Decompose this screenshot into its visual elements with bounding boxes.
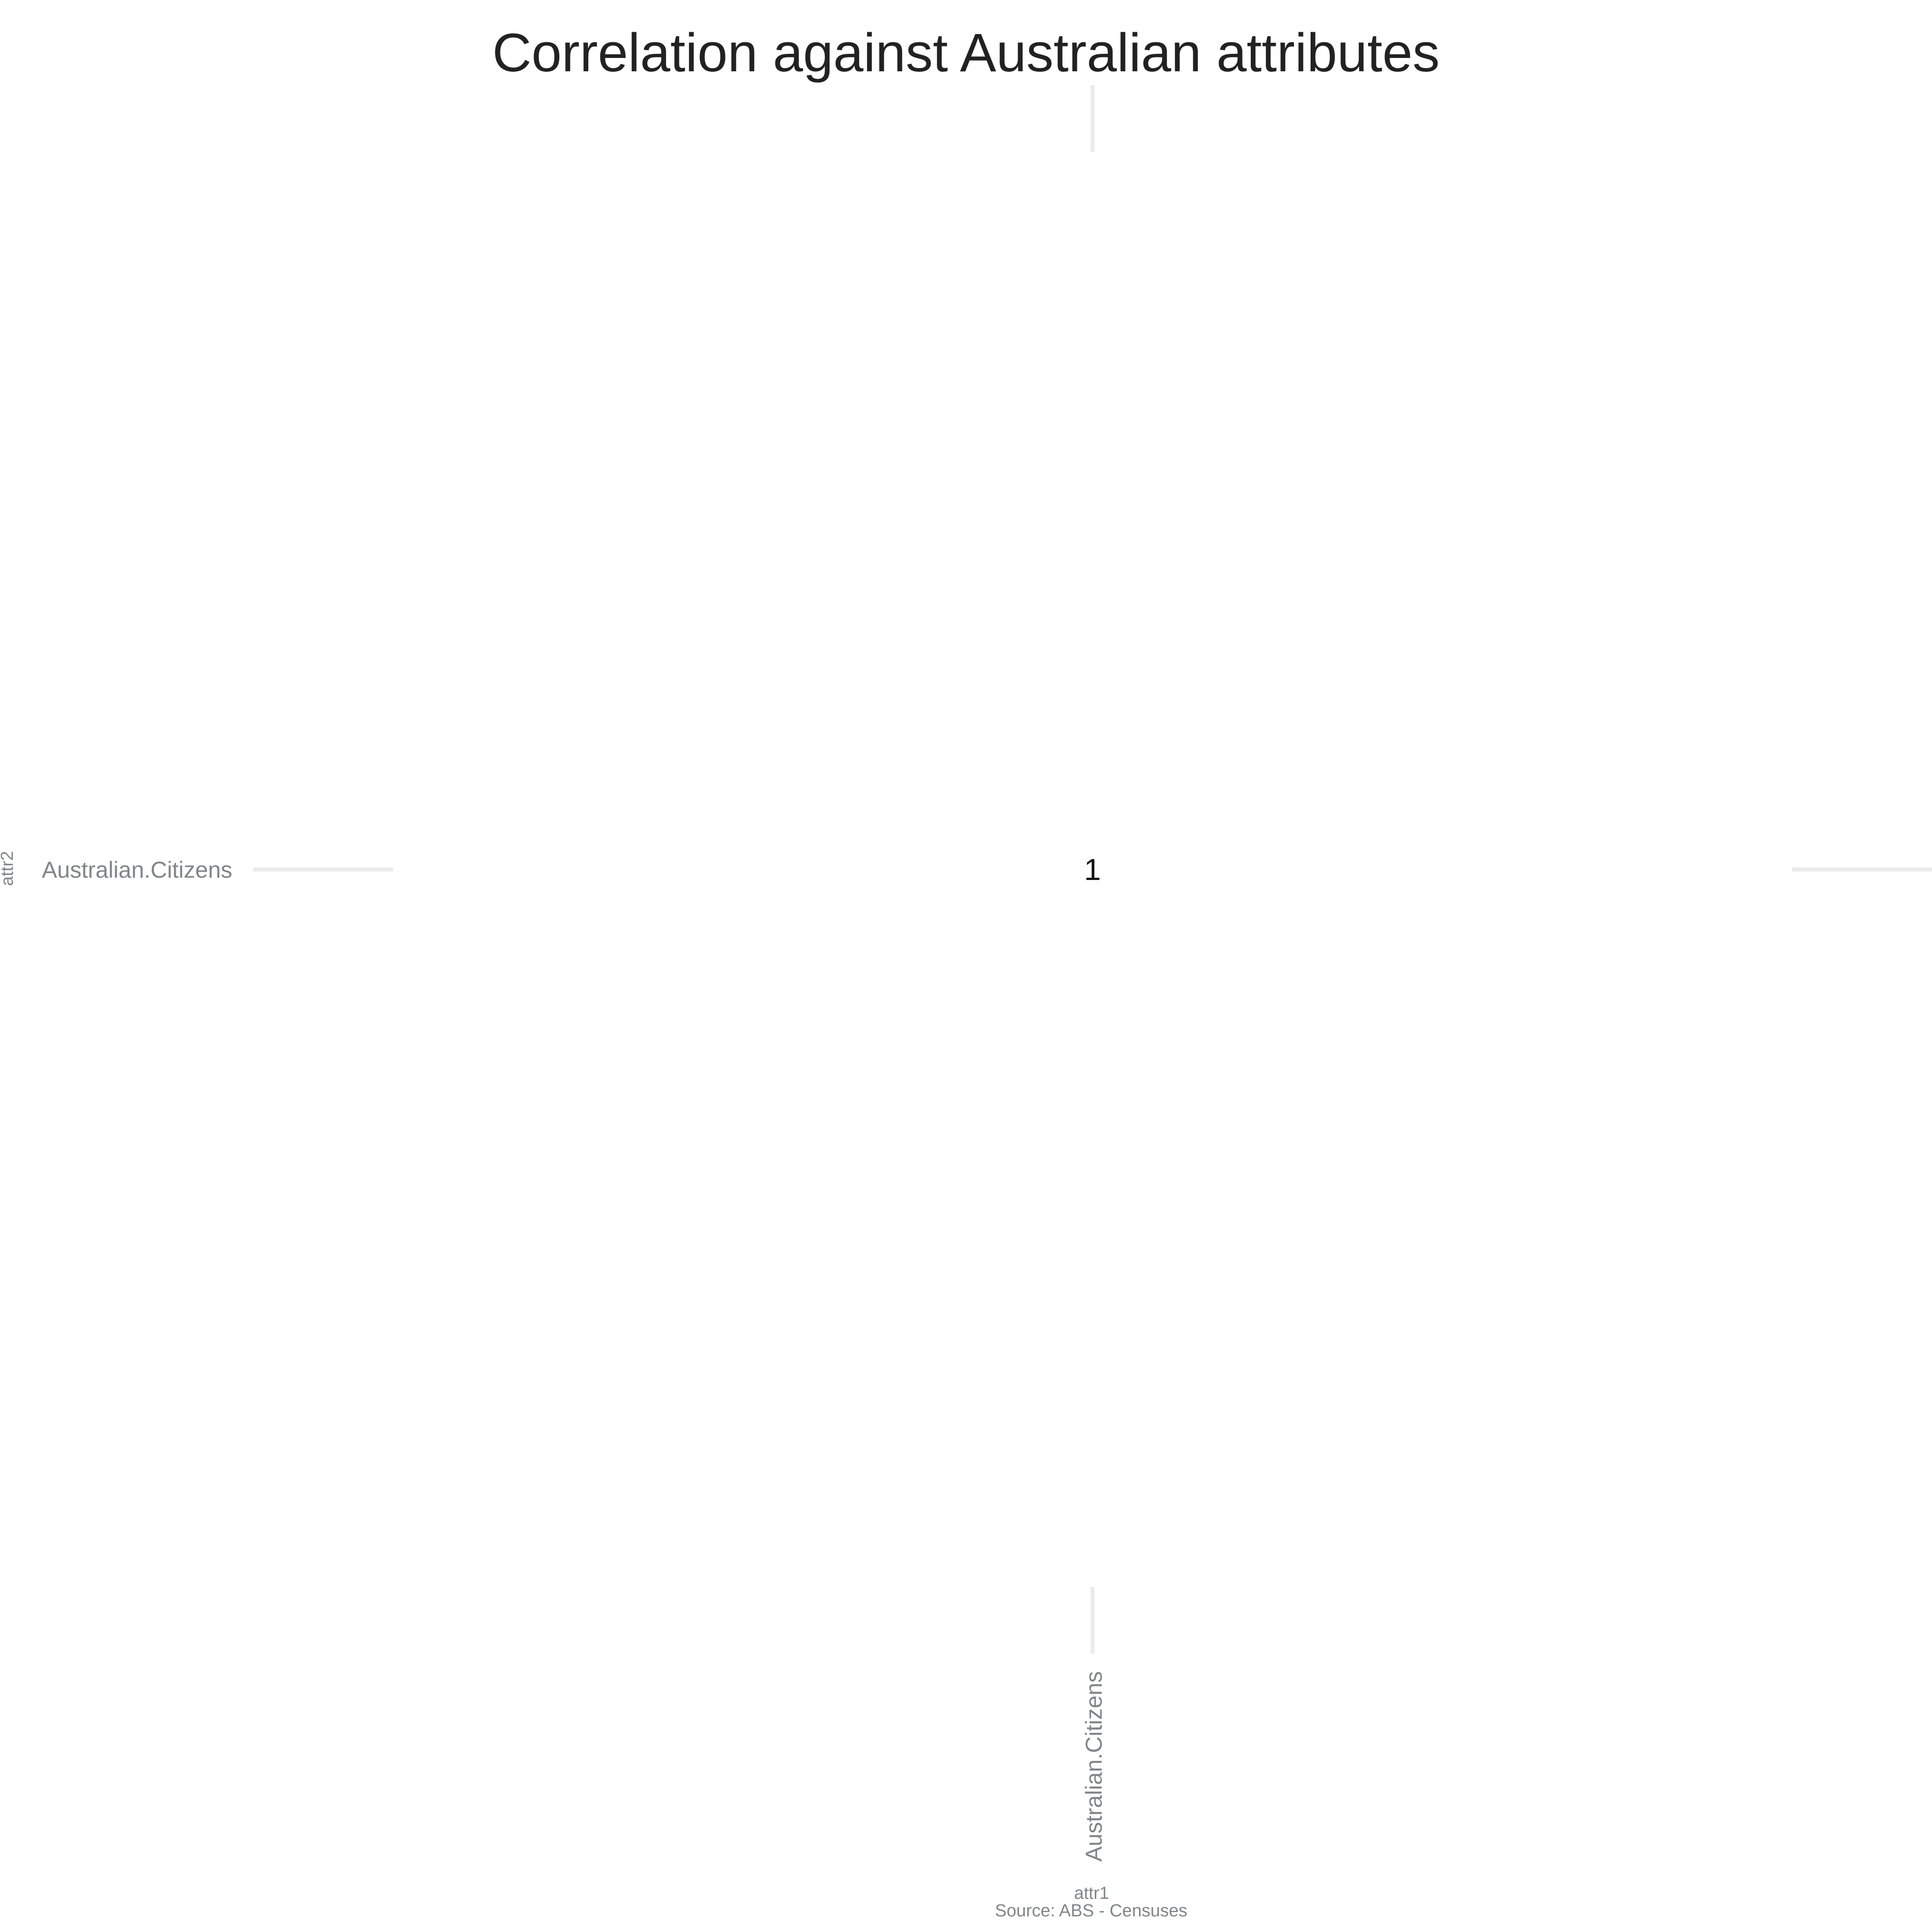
x-tick-label: Australian.Citizens: [1081, 1671, 1107, 1862]
heatmap-cells: 1: [393, 152, 1792, 1587]
x-axis-tick-labels: Australian.Citizens: [1081, 1671, 1107, 1862]
y-axis-tick-labels: Australian.Citizens: [42, 857, 232, 883]
y-tick-label: Australian.Citizens: [42, 857, 232, 883]
y-axis-title: attr2: [0, 851, 17, 886]
cell-value-label: 1: [1084, 852, 1101, 886]
x-axis-title: attr1: [1074, 1884, 1109, 1903]
grid-lines: [253, 85, 1932, 1654]
chart-title: Correlation against Australian attribute…: [492, 23, 1440, 83]
chart-caption: Source: ABS - Censuses: [995, 1901, 1187, 1920]
heatmap-cell: [393, 152, 1792, 1587]
